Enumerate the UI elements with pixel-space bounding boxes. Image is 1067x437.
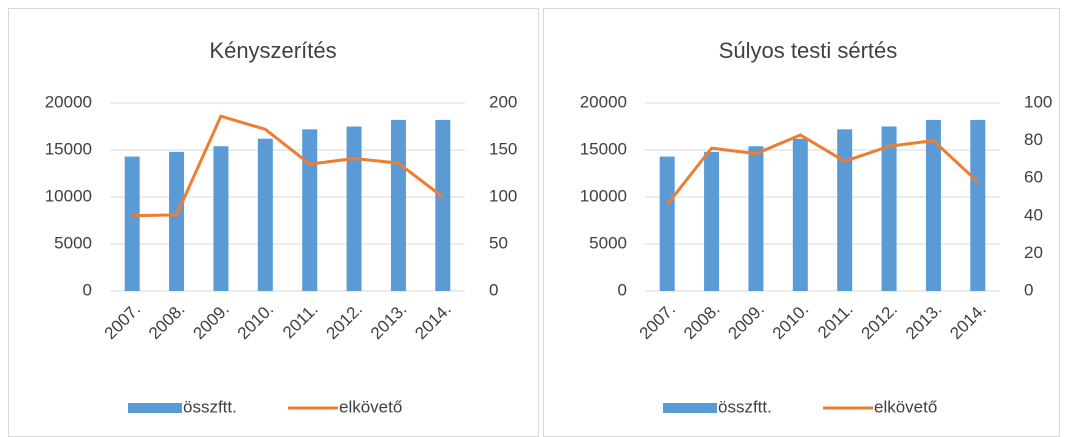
bar <box>704 151 720 291</box>
line <box>666 133 979 206</box>
y-tick-label: 5000 <box>589 233 627 252</box>
bar <box>124 156 140 291</box>
y2-tick-label: 0 <box>1024 280 1033 299</box>
y-tick-label: 15000 <box>580 139 627 158</box>
legend-swatch <box>128 403 182 413</box>
bar <box>748 146 764 291</box>
y2-tick-label: 60 <box>1024 168 1043 187</box>
bar <box>925 119 941 291</box>
bar <box>390 119 406 291</box>
bar <box>346 126 362 291</box>
y2-tick-label: 40 <box>1024 205 1043 224</box>
legend-label: elkövető <box>339 397 402 416</box>
y2-tick-label: 0 <box>489 280 498 299</box>
bar <box>213 146 229 291</box>
y-tick-label: 10000 <box>45 186 92 205</box>
legend-label: elkövető <box>874 397 937 416</box>
bar <box>659 156 675 291</box>
y2-tick-label: 50 <box>489 233 508 252</box>
y2-tick-label: 20 <box>1024 243 1043 262</box>
y-tick-label: 0 <box>618 280 627 299</box>
bar <box>837 129 853 291</box>
y-tick-label: 5000 <box>54 233 92 252</box>
bar <box>435 119 451 291</box>
bar <box>881 126 897 291</box>
y2-tick-label: 80 <box>1024 130 1043 149</box>
y-tick-label: 0 <box>83 280 92 299</box>
chart-title: Súlyos testi sértés <box>719 38 898 63</box>
legend-label: összftt. <box>183 397 237 416</box>
y2-tick-label: 150 <box>489 139 517 158</box>
y2-tick-label: 100 <box>1024 92 1052 111</box>
y2-tick-label: 200 <box>489 92 517 111</box>
line <box>132 114 444 218</box>
y-tick-label: 20000 <box>45 92 92 111</box>
bar <box>970 119 986 291</box>
y-tick-label: 15000 <box>45 139 92 158</box>
bar <box>169 151 185 291</box>
y-tick-label: 20000 <box>580 92 627 111</box>
bar <box>792 138 808 291</box>
legend-label: összftt. <box>718 397 772 416</box>
y-tick-label: 10000 <box>580 186 627 205</box>
legend-swatch <box>663 403 717 413</box>
bar <box>302 129 318 291</box>
bar <box>257 138 273 291</box>
y2-tick-label: 100 <box>489 186 517 205</box>
chart-title: Kényszerítés <box>209 38 336 63</box>
